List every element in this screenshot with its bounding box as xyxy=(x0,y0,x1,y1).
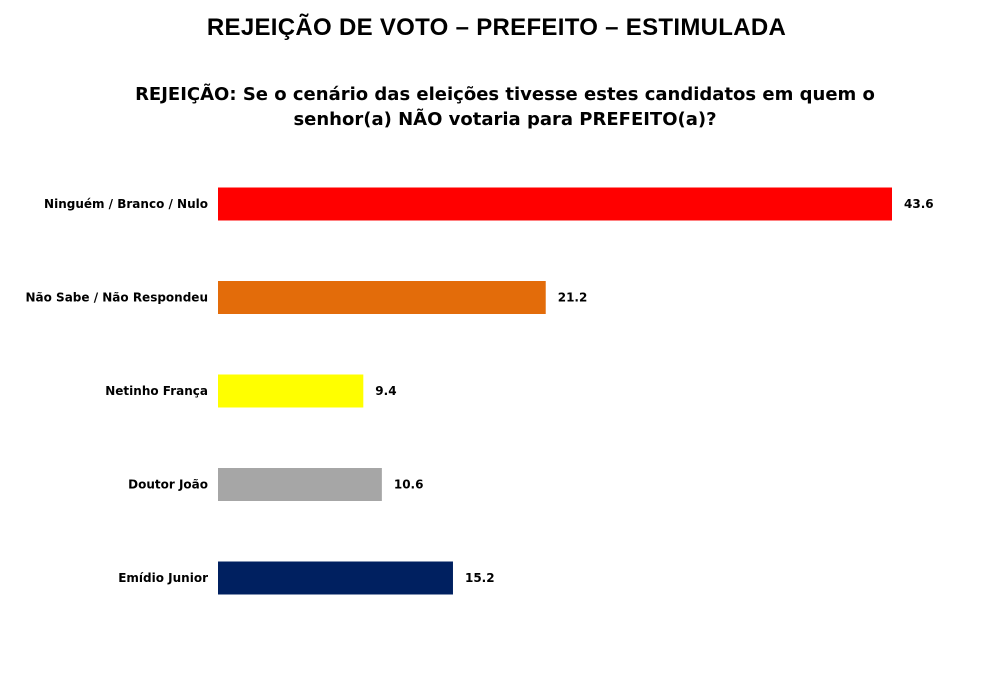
chart-subtitle-line-2: senhor(a) NÃO votaria para PREFEITO(a)? xyxy=(293,109,717,130)
bar xyxy=(218,561,453,595)
bar xyxy=(218,374,364,408)
data-label: 43.6 xyxy=(904,197,934,211)
category-label: Não Sabe / Não Respondeu xyxy=(25,291,208,305)
category-label: Ninguém / Branco / Nulo xyxy=(44,197,208,211)
data-label: 9.4 xyxy=(375,384,396,398)
bar xyxy=(218,281,546,314)
bar xyxy=(218,468,382,501)
category-label: Netinho França xyxy=(105,384,208,398)
chart-subtitle-line-1: REJEIÇÃO: Se o cenário das eleições tive… xyxy=(135,84,875,105)
chart-title: REJEIÇÃO DE VOTO – PREFEITO – ESTIMULADA xyxy=(206,14,787,41)
category-label: Emídio Junior xyxy=(118,571,208,585)
data-label: 10.6 xyxy=(394,478,424,492)
data-label: 21.2 xyxy=(558,291,588,305)
data-label: 15.2 xyxy=(465,571,495,585)
category-label: Doutor João xyxy=(128,478,208,492)
bar xyxy=(218,187,892,221)
chart-subtitle: REJEIÇÃO: Se o cenário das eleições tive… xyxy=(130,82,880,132)
